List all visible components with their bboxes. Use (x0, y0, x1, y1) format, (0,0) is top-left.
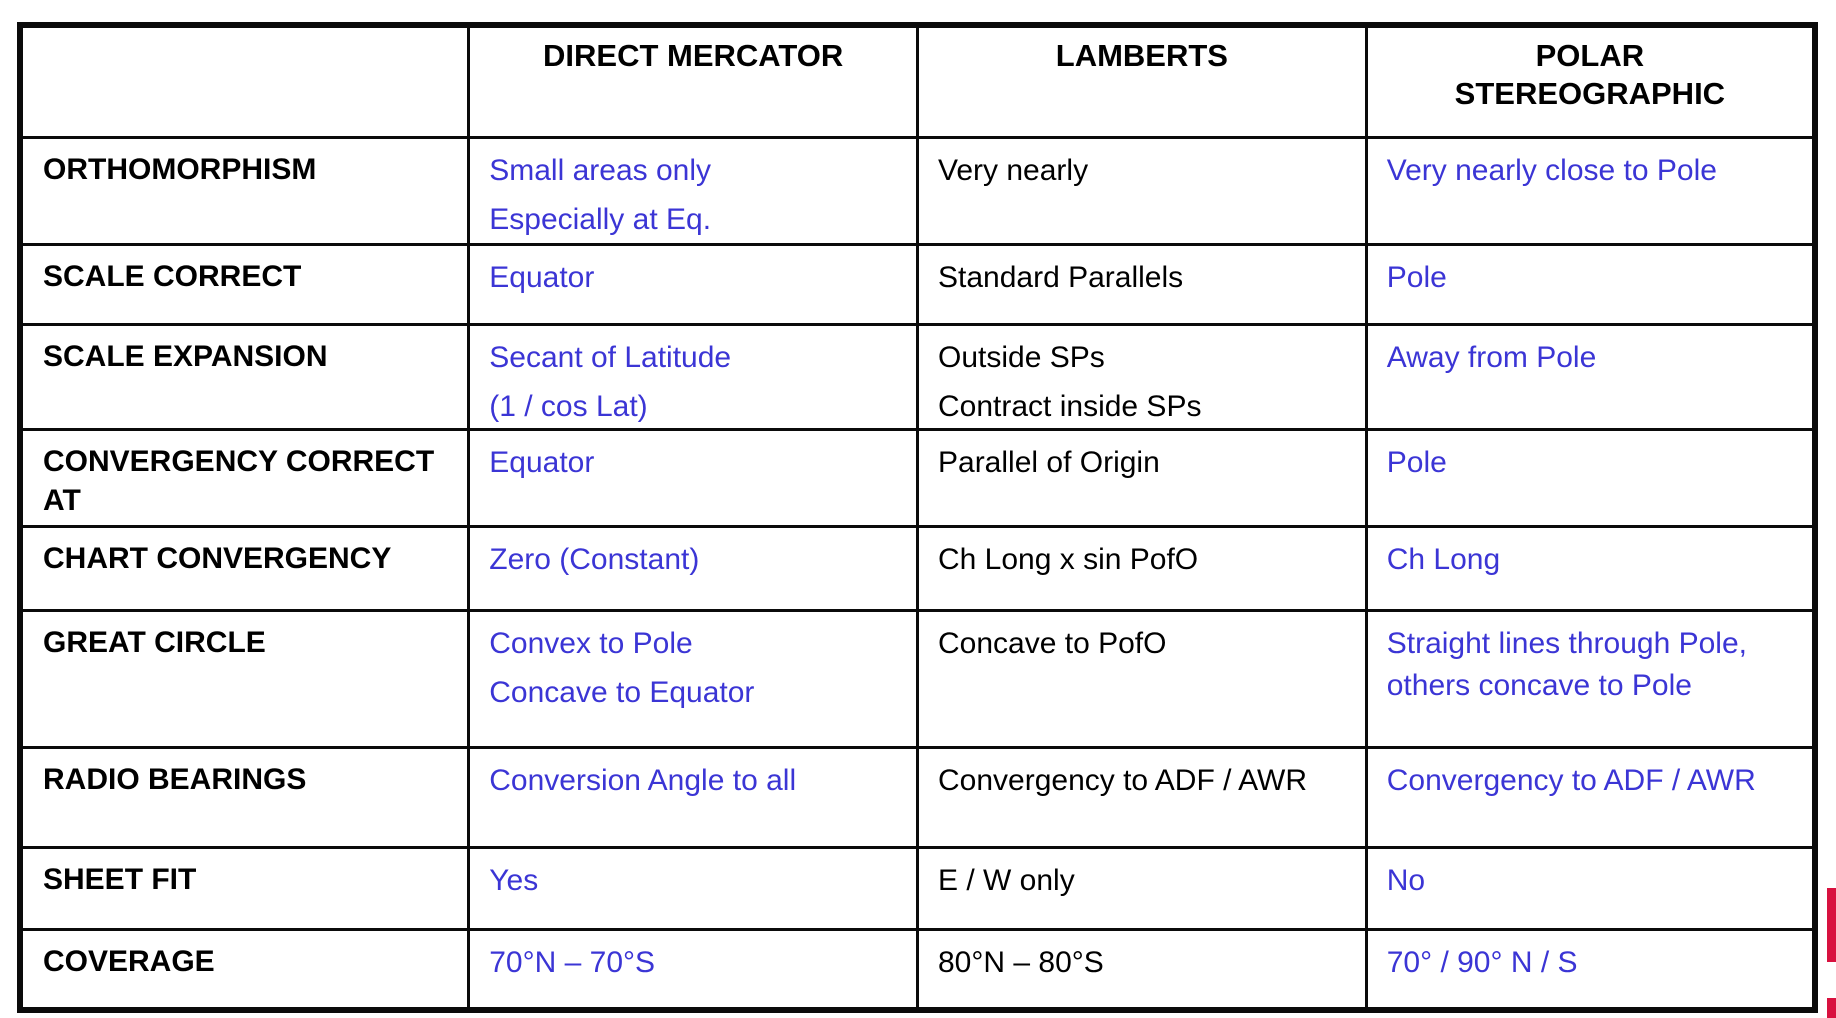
row-label-radio-bearings: RADIO BEARINGS (18, 745, 471, 849)
table-row-coverage: COVERAGE 70°N – 70°S 80°N – 80°S 70° / 90° … (18, 927, 1817, 1012)
column-header-line: LAMBERTS (1055, 38, 1228, 73)
cell-text: Concave to Equator (489, 675, 755, 709)
row-label-sheet-fit: SHEET FIT (18, 845, 471, 931)
row-label-scale-expansion: SCALE EXPANSION (18, 322, 471, 431)
cell-chart-convergency-polar-stereographic: Ch Long (1364, 524, 1817, 612)
cell-text: Concave to PofO (938, 626, 1167, 660)
row-label-orthomorphism: ORTHOMORPHISM (18, 135, 471, 246)
cell-text: Pole (1386, 260, 1447, 294)
cell-text: Ch Long x sin PofO (938, 542, 1199, 576)
cell-text: Zero (Constant) (489, 542, 700, 576)
cell-text: 70°N – 70°S (489, 945, 656, 979)
cell-sheet-fit-direct-mercator: Yes (467, 845, 919, 931)
slide-accent-bar-upper (1827, 888, 1836, 962)
cell-text: (1 / cos Lat) (489, 389, 648, 423)
cell-coverage-lamberts: 80°N – 80°S (916, 927, 1368, 1012)
cell-text: Very nearly close to Pole (1386, 153, 1717, 187)
cell-text: Parallel of Origin (938, 445, 1160, 479)
cell-great-circle-direct-mercator: Convex to Pole Concave to Equator (467, 608, 919, 749)
row-label-coverage: COVERAGE (18, 927, 471, 1012)
cell-text: Equator (489, 260, 595, 294)
corner-cell (18, 23, 471, 139)
cell-chart-convergency-direct-mercator: Zero (Constant) (467, 524, 919, 612)
column-header-line: POLAR (1535, 38, 1645, 73)
cell-scale-correct-polar-stereographic: Pole (1364, 242, 1817, 326)
cell-convergency-correct-at-lamberts: Parallel of Origin (916, 427, 1368, 528)
cell-text: Small areas only (489, 153, 712, 187)
column-header-lamberts: LAMBERTS (916, 23, 1368, 139)
column-header-direct-mercator: DIRECT MERCATOR (467, 23, 919, 139)
cell-radio-bearings-polar-stereographic: Convergency to ADF / AWR (1364, 745, 1817, 849)
cell-scale-expansion-lamberts: Outside SPs Contract inside SPs (916, 322, 1368, 431)
cell-text: 70° / 90° N / S (1386, 945, 1578, 979)
cell-text: Contract inside SPs (938, 389, 1202, 423)
slide-accent-bar-lower (1827, 998, 1836, 1018)
cell-sheet-fit-polar-stereographic: No (1364, 845, 1817, 931)
table-body: ORTHOMORPHISM Small areas only Especially … (18, 135, 1817, 1012)
column-header-line: DIRECT MERCATOR (543, 38, 844, 73)
cell-text: Convergency to ADF / AWR (938, 763, 1308, 797)
cell-text: Very nearly (938, 153, 1089, 187)
row-label-convergency-correct-at: CONVERGENCY CORRECT AT (18, 427, 471, 528)
cell-text: No (1386, 863, 1426, 897)
cell-scale-correct-direct-mercator: Equator (467, 242, 919, 326)
cell-text: Yes (489, 863, 539, 897)
cell-text: Standard Parallels (938, 260, 1184, 294)
cell-scale-expansion-direct-mercator: Secant of Latitude (1 / cos Lat) (467, 322, 919, 431)
cell-radio-bearings-direct-mercator: Conversion Angle to all (467, 745, 919, 849)
cell-orthomorphism-polar-stereographic: Very nearly close to Pole (1364, 135, 1817, 246)
table-row-orthomorphism: ORTHOMORPHISM Small areas only Especially … (18, 135, 1817, 246)
cell-coverage-polar-stereographic: 70° / 90° N / S (1364, 927, 1817, 1012)
cell-scale-expansion-polar-stereographic: Away from Pole (1364, 322, 1817, 431)
table-row-great-circle: GREAT CIRCLE Convex to Pole Concave to Equ… (18, 608, 1817, 749)
cell-sheet-fit-lamberts: E / W only (916, 845, 1368, 931)
projection-comparison-table: DIRECT MERCATOR LAMBERTS POLAR STEREOGRAPHI… (17, 22, 1818, 1013)
table-row-scale-expansion: SCALE EXPANSION Secant of Latitude (1 / co… (18, 322, 1817, 431)
cell-orthomorphism-lamberts: Very nearly (916, 135, 1368, 246)
row-label-great-circle: GREAT CIRCLE (18, 608, 471, 749)
cell-text: Convergency to ADF / AWR (1386, 763, 1756, 797)
cell-great-circle-polar-stereographic: Straight lines through Pole, others conc… (1364, 608, 1817, 749)
cell-text: E / W only (938, 863, 1075, 897)
header-row: DIRECT MERCATOR LAMBERTS POLAR STEREOGRAPHI… (18, 23, 1817, 139)
row-label-scale-correct: SCALE CORRECT (18, 242, 471, 326)
cell-text: Away from Pole (1386, 340, 1597, 374)
cell-convergency-correct-at-polar-stereographic: Pole (1364, 427, 1817, 528)
cell-text: Conversion Angle to all (489, 763, 797, 797)
cell-coverage-direct-mercator: 70°N – 70°S (467, 927, 919, 1012)
cell-scale-correct-lamberts: Standard Parallels (916, 242, 1368, 326)
cell-text: Secant of Latitude (489, 340, 732, 374)
table-row-sheet-fit: SHEET FIT Yes E / W only No (18, 845, 1817, 931)
table-header: DIRECT MERCATOR LAMBERTS POLAR STEREOGRAPHI… (18, 23, 1817, 139)
table-row-convergency-correct-at: CONVERGENCY CORRECT AT Equator Parallel of… (18, 427, 1817, 528)
cell-text: Convex to Pole (489, 626, 693, 660)
cell-chart-convergency-lamberts: Ch Long x sin PofO (916, 524, 1368, 612)
cell-great-circle-lamberts: Concave to PofO (916, 608, 1368, 749)
cell-text: 80°N – 80°S (938, 945, 1104, 979)
cell-text: Especially at Eq. (489, 202, 712, 236)
table-row-scale-correct: SCALE CORRECT Equator Standard Parallels Po… (18, 242, 1817, 326)
cell-text: Outside SPs (938, 340, 1105, 374)
cell-orthomorphism-direct-mercator: Small areas only Especially at Eq. (467, 135, 919, 246)
column-header-line: STEREOGRAPHIC (1454, 76, 1726, 111)
row-label-chart-convergency: CHART CONVERGENCY (18, 524, 471, 612)
table-row-radio-bearings: RADIO BEARINGS Conversion Angle to all Con… (18, 745, 1817, 849)
cell-convergency-correct-at-direct-mercator: Equator (467, 427, 919, 528)
column-header-polar-stereographic: POLAR STEREOGRAPHIC (1364, 23, 1817, 139)
cell-text: Pole (1386, 445, 1447, 479)
cell-text: Ch Long (1386, 542, 1501, 576)
cell-text: Straight lines through Pole, others conc… (1386, 626, 1747, 702)
cell-radio-bearings-lamberts: Convergency to ADF / AWR (916, 745, 1368, 849)
table-row-chart-convergency: CHART CONVERGENCY Zero (Constant) Ch Long … (18, 524, 1817, 612)
cell-text: Equator (489, 445, 595, 479)
